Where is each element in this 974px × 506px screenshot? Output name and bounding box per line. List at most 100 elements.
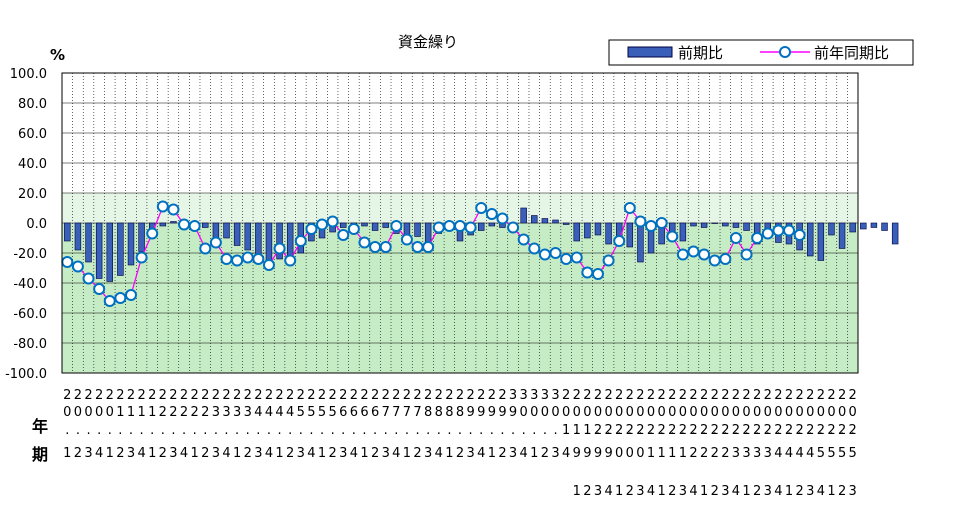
x-tick-label: 2: [456, 388, 464, 403]
line-marker: [71, 260, 84, 273]
x-tick-label: .: [787, 423, 791, 438]
x-tick-label: 1: [148, 446, 156, 461]
x-tick-label: 1: [488, 446, 496, 461]
x-tick-label: 1: [658, 446, 666, 461]
x-tick-label: 1: [445, 446, 453, 461]
x-tick-label: 1: [679, 446, 687, 461]
x-tick-label: 3: [424, 446, 432, 461]
x-tick-label: 2: [615, 388, 623, 403]
line-marker: [528, 242, 541, 255]
x-tick-label: 4: [222, 446, 230, 461]
line-marker: [337, 229, 350, 241]
x-tick-label: 2: [159, 388, 167, 403]
x-tick-label: 4: [785, 446, 793, 461]
bar: [286, 222, 294, 257]
x-tick-label: 2: [615, 423, 623, 438]
x-tick-label: .: [309, 423, 313, 438]
x-tick-label: 2: [838, 484, 846, 499]
legend-bar-swatch: [627, 46, 673, 58]
x-tick-label: 2: [764, 423, 772, 438]
x-tick-label: 2: [774, 423, 782, 438]
x-tick-label: 2: [371, 388, 379, 403]
bar: [891, 222, 899, 245]
x-tick-label: 4: [307, 446, 315, 461]
x-tick-label: .: [840, 423, 844, 438]
x-tick-label: 6: [360, 405, 368, 420]
x-tick-label: 0: [562, 405, 570, 420]
x-tick-label: 6: [371, 405, 379, 420]
x-tick-label: 4: [774, 484, 782, 499]
x-tick-label: .: [171, 423, 175, 438]
x-tick-label: 1: [615, 484, 623, 499]
line-marker: [252, 253, 265, 265]
bar: [255, 222, 262, 257]
line-marker: [719, 253, 732, 265]
x-tick-label: 4: [392, 446, 400, 461]
x-tick-label: 2: [668, 484, 676, 499]
x-tick-label: 2: [838, 423, 846, 438]
y-tick-label: 60.0: [18, 127, 47, 142]
x-tick-label: 2: [626, 484, 634, 499]
x-tick-label: 2: [95, 388, 103, 403]
x-tick-label: .: [86, 423, 90, 438]
x-tick-label: 2: [382, 388, 390, 403]
bar: [743, 222, 750, 231]
y-tick-label: 100.0: [10, 67, 47, 82]
x-tick-label: .: [331, 423, 335, 438]
x-tick-label: 2: [148, 388, 156, 403]
x-tick-label: 2: [371, 446, 379, 461]
line-marker: [262, 259, 275, 271]
x-tick-label: .: [437, 423, 441, 438]
x-tick-label: .: [575, 423, 579, 438]
x-tick-label: .: [713, 423, 717, 438]
x-tick-label: 0: [84, 405, 92, 420]
x-tick-label: .: [129, 423, 133, 438]
line-marker: [708, 254, 721, 267]
line-marker: [538, 248, 551, 261]
bar: [722, 222, 729, 227]
x-tick-label: 5: [297, 405, 305, 420]
x-tick-label: 2: [286, 388, 294, 403]
x-tick-label: 9: [488, 405, 496, 420]
x-tick-label: 2: [360, 388, 368, 403]
x-tick-label: 2: [286, 446, 294, 461]
x-tick-label: 2: [658, 423, 666, 438]
bar: [637, 222, 644, 263]
x-tick-label: 1: [573, 423, 581, 438]
x-tick-label: .: [776, 423, 780, 438]
x-tick-label: 2: [74, 388, 82, 403]
x-tick-label: 2: [689, 423, 697, 438]
x-tick-label: 2: [732, 423, 740, 438]
x-tick-label: 5: [328, 405, 336, 420]
line-marker: [369, 241, 382, 253]
x-tick-label: .: [553, 423, 557, 438]
x-tick-label: 1: [275, 446, 283, 461]
bar: [340, 222, 347, 228]
line-marker: [464, 221, 477, 234]
x-tick-label: .: [341, 423, 345, 438]
bar: [403, 222, 411, 236]
x-tick-label: 9: [594, 446, 602, 461]
x-tick-label: 4: [435, 446, 443, 461]
line-marker: [666, 230, 679, 243]
x-tick-label: .: [108, 423, 112, 438]
x-tick-label: 3: [382, 446, 390, 461]
x-tick-label: 2: [339, 388, 347, 403]
x-tick-label: 2: [732, 388, 740, 403]
line-marker: [729, 232, 742, 244]
x-tick-label: 2: [647, 423, 655, 438]
x-tick-label: 3: [254, 446, 262, 461]
x-tick-label: 2: [583, 388, 591, 403]
x-tick-label: .: [617, 423, 621, 438]
x-tick-label: 2: [711, 484, 719, 499]
x-tick-label: 3: [721, 484, 729, 499]
x-tick-label: 0: [700, 405, 708, 420]
x-tick-label: 2: [827, 423, 835, 438]
x-tick-label: 2: [700, 423, 708, 438]
x-tick-label: .: [564, 423, 568, 438]
line-marker: [507, 221, 520, 234]
x-tick-label: 1: [63, 446, 71, 461]
x-tick-label: .: [522, 423, 526, 438]
x-tick-label: 2: [849, 423, 857, 438]
line-marker: [645, 220, 658, 232]
